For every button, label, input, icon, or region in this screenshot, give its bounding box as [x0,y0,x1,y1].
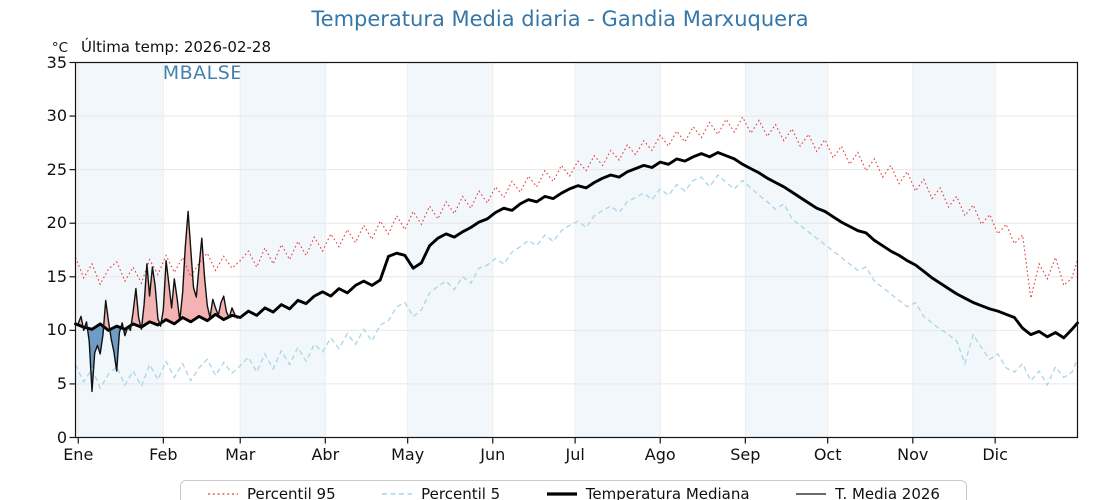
x-tick-label-sep: Sep [730,445,761,464]
y-tick-label: 20 [46,213,67,233]
month-band [407,62,493,438]
percentil-5-line [74,174,1079,390]
plot-frame [74,61,1079,439]
y-tick-label: 15 [46,266,67,286]
last-temp-annotation: Última temp: 2026-02-28 [81,38,272,56]
y-tick-label: 10 [46,320,67,340]
legend-label-p95: Percentil 95 [247,485,336,500]
legend-line-sample-p95 [208,493,238,495]
temperatura-mediana-line [74,151,1079,340]
legend-item-median: Temperatura Mediana [546,484,750,500]
x-tick-label-ene: Ene [63,445,94,464]
legend-line-sample-t2026 [796,493,827,495]
month-band [240,62,326,438]
x-tick-label-abr: Abr [311,445,340,464]
x-tick-label-dic: Dic [982,445,1008,464]
month-band [75,62,164,438]
x-tick-label-feb: Feb [149,445,178,464]
month-band [575,62,661,438]
month-band [912,62,996,438]
x-tick-label-jul: Jul [565,445,585,464]
y-tick-label: 0 [56,427,67,447]
x-tick-label-nov: Nov [897,445,929,464]
month-band [745,62,828,438]
x-tick-label-ago: Ago [644,445,676,464]
t-media-2026-line [77,210,239,393]
x-tick-label-jun: Jun [480,445,506,464]
legend-item-t2026: T. Media 2026 [795,484,940,500]
legend-label-p5: Percentil 5 [421,485,501,500]
y-tick-label: 30 [46,106,67,126]
legend-item-p5: Percentil 5 [381,484,500,500]
percentil-95-line [74,115,1079,299]
x-tick-label-may: May [391,445,425,464]
page-title: Temperatura Media diaria - Gandia Marxuq… [311,7,809,31]
legend-item-p95: Percentil 95 [207,484,336,500]
y-tick-label: 5 [56,373,67,393]
legend-line-sample-median [546,492,577,496]
fill-below-median [78,314,238,392]
x-tick-label-oct: Oct [813,445,842,464]
x-tick-label-mar: Mar [225,445,256,464]
legend-box: Percentil 95 Percentil 5 Temperatura Media… [180,480,967,500]
y-tick-label: 25 [46,159,67,179]
y-tick-label: 35 [46,52,67,72]
legend-line-sample-p5 [382,493,413,495]
y-axis-unit-label: °C [51,40,68,56]
legend-label-t2026: T. Media 2026 [835,485,940,500]
legend-label-median: Temperatura Mediana [585,485,750,500]
fill-above-median [78,211,238,331]
